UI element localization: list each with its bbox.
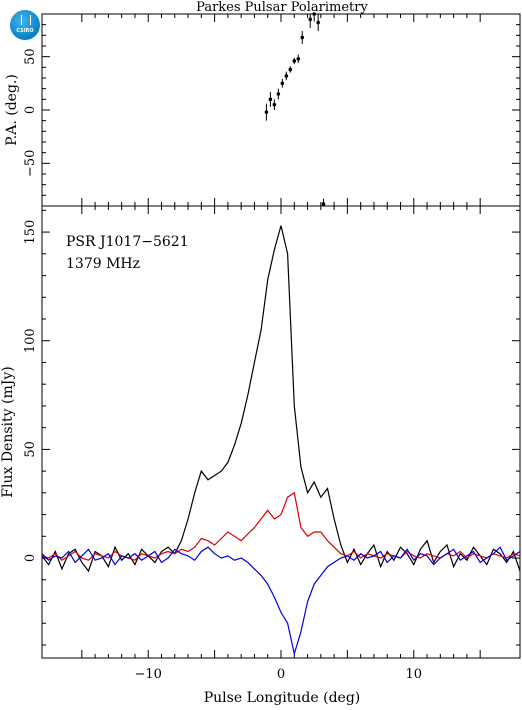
x-tick-label: 0	[277, 667, 285, 682]
csiro-logo: CSIRO	[10, 10, 40, 40]
flux-series-line-0	[41, 225, 521, 573]
pa-point	[296, 57, 301, 61]
pa-point	[276, 92, 281, 96]
y-tick-label: −50	[23, 150, 38, 177]
pa-point	[264, 110, 269, 114]
pa-point	[321, 202, 326, 206]
pa-point	[300, 35, 305, 40]
pa-point	[312, 12, 316, 16]
chart-title: Parkes Pulsar Polarimetry	[196, 0, 368, 15]
pa-point	[316, 20, 320, 25]
csiro-mark-icon	[21, 15, 31, 25]
flux-panel: Flux Density (mJy) Pulse Longitude (deg)…	[0, 205, 521, 706]
pa-point	[288, 67, 293, 72]
pa-point	[268, 97, 273, 102]
pa-panel-frame	[41, 13, 521, 207]
y-tick-label: 0	[23, 554, 38, 562]
pa-point	[284, 74, 289, 78]
y-tick-label: 50	[23, 48, 38, 65]
y-tick-label: 50	[23, 441, 38, 458]
pa-point	[272, 102, 277, 107]
psr-label: PSR J1017−5621	[66, 234, 189, 250]
pa-point	[280, 81, 285, 86]
longitude-axis-label: Pulse Longitude (deg)	[204, 690, 361, 706]
y-tick-label: 0	[23, 106, 38, 114]
freq-label: 1379 MHz	[66, 256, 140, 272]
y-tick-label: 150	[23, 220, 38, 245]
pa-axis-label: P.A. (deg.)	[4, 74, 20, 146]
pa-point	[308, 17, 313, 22]
flux-series-line-2	[41, 546, 521, 657]
pa-panel: P.A. (deg.) −50 0 50	[4, 12, 521, 207]
x-tick-label: 10	[406, 667, 423, 682]
y-tick-label: 100	[23, 328, 38, 353]
pa-point	[292, 59, 297, 63]
csiro-logo-text: CSIRO	[16, 28, 34, 34]
x-tick-label: −10	[135, 667, 162, 682]
flux-panel-frame	[41, 205, 521, 659]
flux-axis-label: Flux Density (mJy)	[0, 366, 16, 497]
